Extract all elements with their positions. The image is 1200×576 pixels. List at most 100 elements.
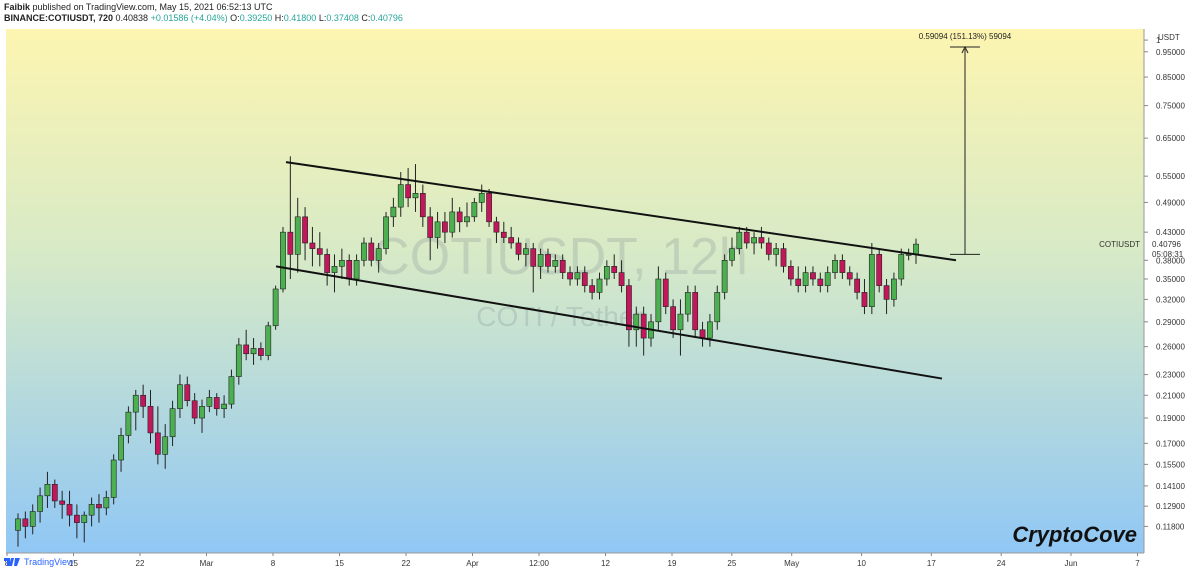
candle bbox=[361, 237, 367, 267]
x-tick-label: 22 bbox=[136, 559, 145, 568]
candle bbox=[559, 254, 566, 280]
plot-background bbox=[6, 29, 1144, 553]
candle bbox=[721, 254, 728, 300]
author-name[interactable]: Faibik bbox=[4, 2, 31, 12]
candle-body bbox=[338, 259, 345, 267]
price-change: +0.01586 (+4.04%) bbox=[150, 13, 228, 23]
y-tick-label: 0.29000 bbox=[1156, 318, 1185, 327]
candle-body bbox=[589, 285, 596, 293]
candle bbox=[567, 266, 573, 286]
x-tick-label: 10 bbox=[857, 559, 866, 568]
candle bbox=[434, 211, 441, 249]
candle-body bbox=[316, 248, 323, 255]
candle bbox=[169, 400, 176, 447]
candle-body bbox=[552, 259, 559, 267]
candle-body bbox=[765, 242, 772, 255]
candle-body bbox=[868, 254, 875, 307]
candle-body bbox=[169, 408, 176, 438]
symbol-label[interactable]: BINANCE:COTIUSDT, 720 bbox=[4, 13, 114, 23]
candlestick-series bbox=[15, 156, 919, 547]
candle bbox=[74, 504, 80, 539]
chart-area[interactable]: COTIUSDT, 12h COTI / Tether 1 0.95000 0.85… bbox=[0, 26, 1200, 571]
y-tick-label: 0.49000 bbox=[1156, 198, 1185, 207]
candle bbox=[684, 285, 691, 322]
candle-body bbox=[581, 272, 588, 286]
candle bbox=[272, 285, 279, 330]
candle bbox=[412, 164, 419, 212]
candle bbox=[331, 254, 338, 293]
candle-body bbox=[154, 432, 161, 455]
candle-body bbox=[361, 242, 367, 261]
candle-body bbox=[228, 376, 235, 405]
measure-label: 0.59094 (151.13%) 59094 bbox=[919, 32, 1012, 41]
candle-body bbox=[508, 237, 515, 244]
candle-body bbox=[243, 344, 250, 355]
candle bbox=[294, 197, 301, 273]
open-value: 0.39250 bbox=[239, 13, 273, 23]
candle-body bbox=[383, 216, 389, 249]
candle bbox=[29, 504, 36, 535]
price-chart[interactable]: COTIUSDT, 12h COTI / Tether 10.950000.85… bbox=[0, 26, 1200, 571]
x-tick-label: 22 bbox=[402, 559, 411, 568]
candle-body bbox=[817, 278, 824, 286]
candle bbox=[66, 490, 73, 527]
candle-body bbox=[15, 518, 21, 531]
candle bbox=[898, 248, 905, 286]
candle-body bbox=[559, 259, 566, 273]
candle-body bbox=[96, 504, 102, 509]
candle-body bbox=[464, 216, 470, 223]
candle-body bbox=[729, 248, 735, 261]
y-tick-label: 1 bbox=[1156, 36, 1161, 45]
measure-tool: 0.59094 (151.13%) 59094 bbox=[919, 32, 1012, 255]
price-value-label: 0.40796 bbox=[1152, 240, 1181, 249]
candle-body bbox=[375, 248, 382, 261]
candle-body bbox=[125, 411, 132, 436]
candle bbox=[810, 266, 816, 286]
candle bbox=[817, 272, 824, 293]
candle bbox=[876, 248, 883, 293]
x-tick-label: 24 bbox=[997, 559, 1006, 568]
candle bbox=[442, 211, 448, 244]
candle bbox=[603, 260, 610, 286]
candle bbox=[140, 384, 147, 419]
candle bbox=[206, 389, 213, 413]
low-label: L: bbox=[318, 13, 327, 23]
candle bbox=[729, 237, 735, 267]
candle bbox=[309, 226, 316, 267]
candle-body bbox=[235, 344, 242, 377]
y-tick-label: 0.23000 bbox=[1156, 371, 1185, 380]
price-axis[interactable]: 1 0.95000 0.85000 0.75000 0.65000 0.55000 0.49… bbox=[1144, 33, 1185, 531]
candle-body bbox=[324, 254, 331, 273]
candle-body bbox=[743, 231, 750, 244]
candle-body bbox=[103, 497, 110, 509]
candle bbox=[199, 399, 205, 433]
published-text: published on TradingView.com, May 15, 20… bbox=[32, 2, 273, 12]
price-symbol-label: COTIUSDT bbox=[1099, 240, 1140, 249]
candle bbox=[316, 232, 323, 267]
candle-body bbox=[390, 206, 397, 218]
candle bbox=[832, 254, 838, 280]
candle bbox=[162, 424, 169, 469]
candle bbox=[581, 266, 588, 293]
y-tick-label: 0.17000 bbox=[1156, 439, 1185, 448]
candle bbox=[751, 232, 757, 255]
y-tick-label: 0.38000 bbox=[1156, 256, 1185, 265]
candle-body bbox=[265, 325, 272, 356]
candle bbox=[59, 490, 66, 519]
candle bbox=[250, 338, 257, 365]
candle bbox=[626, 279, 632, 347]
y-tick-label: 0.35000 bbox=[1156, 275, 1185, 284]
candle-body bbox=[913, 243, 919, 255]
candle bbox=[707, 314, 713, 347]
candle-body bbox=[184, 384, 191, 402]
tradingview-footer[interactable]: TradingView bbox=[4, 555, 74, 569]
publish-info: Faibik published on TradingView.com, May… bbox=[4, 2, 273, 12]
candle-body bbox=[434, 221, 441, 238]
candle-body bbox=[684, 292, 691, 315]
candle-body bbox=[780, 248, 787, 267]
candle-body bbox=[353, 259, 360, 280]
candle bbox=[221, 395, 227, 419]
candle bbox=[618, 260, 625, 293]
candle bbox=[419, 184, 426, 227]
